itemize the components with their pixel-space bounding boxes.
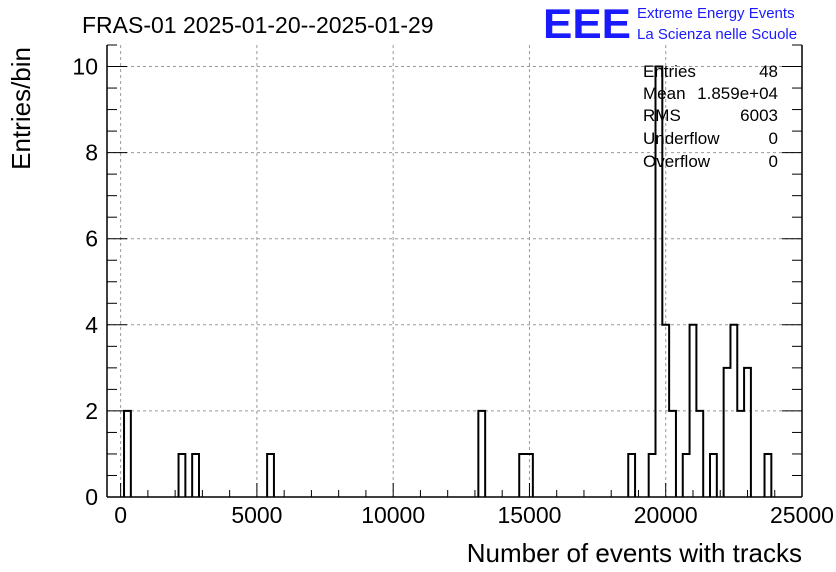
histogram-bin (267, 454, 274, 497)
grid-lines (107, 45, 802, 497)
histogram-bin (662, 325, 669, 497)
y-tick-labels: 0 2 4 6 8 10 (72, 54, 98, 510)
x-tick-label: 25000 (770, 502, 834, 528)
y-tick-label: 8 (85, 140, 98, 166)
histogram-bins (123, 65, 773, 497)
stats-mean-value: 1.859e+04 (697, 84, 778, 103)
histogram-bin (730, 325, 737, 497)
histogram-bin (179, 454, 186, 497)
stats-overflow-label: Overflow (643, 152, 711, 171)
y-tick-label: 4 (85, 312, 98, 338)
stats-underflow-label: Underflow (643, 129, 720, 148)
chart-title: FRAS-01 2025-01-20--2025-01-29 (82, 12, 434, 38)
stats-mean-label: Mean (643, 84, 686, 103)
histogram-bin (696, 411, 703, 497)
histogram-bin (192, 454, 199, 497)
stats-entries-label: Entries (643, 62, 696, 81)
histogram-bin (628, 454, 635, 497)
y-tick-label: 2 (85, 398, 98, 424)
eee-logo: EEE Extreme Energy Events La Scienza nel… (543, 0, 797, 47)
histogram-bin (519, 454, 526, 497)
y-tick-label: 6 (85, 226, 98, 252)
stats-overflow-value: 0 (769, 152, 778, 171)
histogram-bin (710, 454, 717, 497)
stats-rms-label: RMS (643, 106, 681, 125)
x-tick-label: 10000 (361, 502, 425, 528)
histogram-bin (478, 411, 485, 497)
histogram-bin (124, 411, 131, 497)
histogram-bin (683, 454, 690, 497)
stats-entries-value: 48 (759, 62, 778, 81)
y-axis-label: Entries/bin (6, 47, 36, 170)
histogram-bin (669, 411, 676, 497)
x-tick-label: 20000 (634, 502, 698, 528)
stats-rms-value: 6003 (740, 106, 778, 125)
stats-box: Entries 48 Mean 1.859e+04 RMS 6003 Under… (643, 62, 778, 171)
x-tick-label: 5000 (231, 502, 282, 528)
x-axis-label: Number of events with tracks (467, 538, 802, 568)
histogram-bin (744, 368, 751, 497)
x-tick-label: 15000 (497, 502, 561, 528)
histogram-bin (737, 411, 744, 497)
histogram-outline (123, 65, 773, 497)
eee-logo-line2: La Scienza nelle Scuole (637, 26, 797, 43)
histogram-bin (649, 454, 656, 497)
eee-logo-line1: Extreme Energy Events (637, 5, 795, 22)
x-tick-labels: 0 5000 10000 15000 20000 25000 (114, 502, 834, 528)
histogram-bin (690, 325, 697, 497)
histogram-bin (765, 454, 772, 497)
y-tick-label: 0 (85, 484, 98, 510)
y-tick-label: 10 (72, 54, 98, 80)
histogram-bin (724, 368, 731, 497)
x-tick-label: 0 (114, 502, 127, 528)
axes-frame (106, 44, 803, 498)
eee-logo-letters: EEE (543, 0, 631, 47)
stats-underflow-value: 0 (769, 129, 778, 148)
